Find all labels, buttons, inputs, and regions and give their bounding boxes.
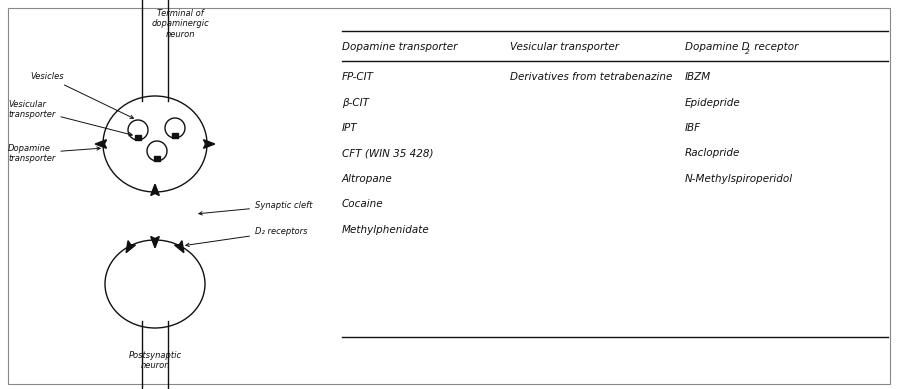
Text: Cocaine: Cocaine [342,200,383,210]
Text: Vesicular
transporter: Vesicular transporter [8,100,132,136]
Text: Methylphenidate: Methylphenidate [342,225,430,235]
Polygon shape [95,140,106,148]
Text: Synaptic cleft: Synaptic cleft [199,201,312,215]
Text: β-CIT: β-CIT [342,98,369,107]
Polygon shape [175,241,184,252]
Text: D₂ receptors: D₂ receptors [185,227,308,247]
Text: IBF: IBF [685,123,701,133]
Polygon shape [150,184,159,196]
Text: 2: 2 [744,49,749,56]
Text: receptor: receptor [751,42,798,52]
Polygon shape [150,237,159,248]
Text: Epidepride: Epidepride [685,98,741,107]
Bar [154,156,160,161]
Text: Postsynaptic
neuron: Postsynaptic neuron [129,351,182,370]
Text: Dopamine transporter: Dopamine transporter [342,42,457,52]
Text: Altropane: Altropane [342,174,392,184]
Text: Vesicles: Vesicles [30,72,133,118]
Polygon shape [126,241,136,252]
Polygon shape [203,140,215,148]
Text: N-Methylspiroperidol: N-Methylspiroperidol [685,174,793,184]
Bar [172,133,178,138]
Text: IBZM: IBZM [685,72,711,82]
Text: Dopamine D: Dopamine D [685,42,750,52]
Text: CFT (WIN 35 428): CFT (WIN 35 428) [342,149,434,158]
Text: Terminal of
dopaminergic
neuron: Terminal of dopaminergic neuron [151,9,209,39]
Text: Dopamine
transporter: Dopamine transporter [8,144,100,163]
Bar [135,135,140,140]
Text: FP-CIT: FP-CIT [342,72,374,82]
Text: IPT: IPT [342,123,357,133]
Text: Vesicular transporter: Vesicular transporter [510,42,619,52]
Text: Raclopride: Raclopride [685,149,741,158]
Text: Derivatives from tetrabenazine: Derivatives from tetrabenazine [510,72,672,82]
